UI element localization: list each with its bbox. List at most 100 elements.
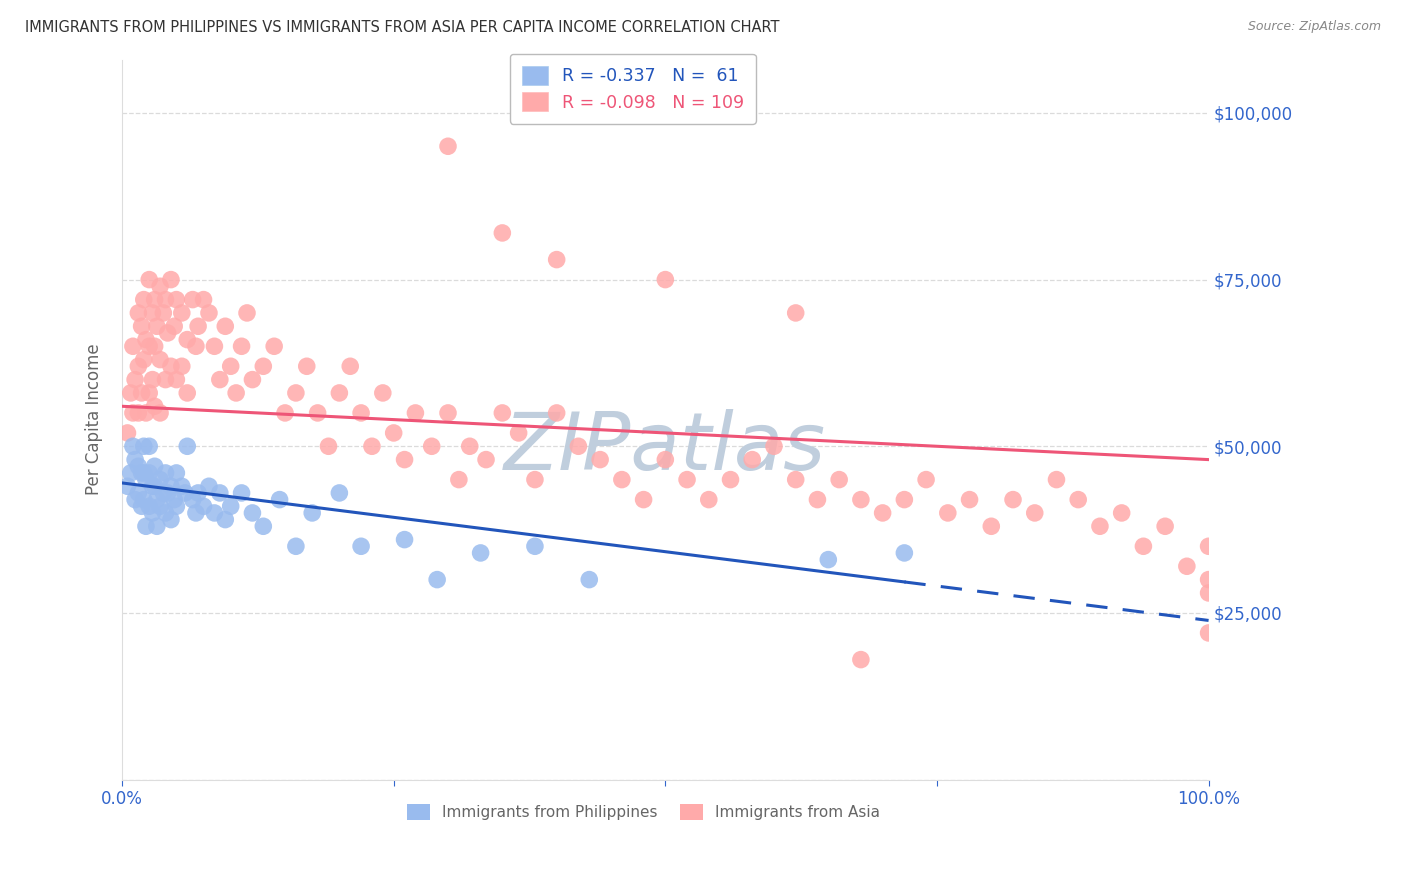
Point	[1067, 492, 1090, 507]
Point	[138, 439, 160, 453]
Point	[589, 452, 612, 467]
Text: ZIPatlas: ZIPatlas	[505, 409, 827, 487]
Point	[132, 439, 155, 453]
Point	[404, 406, 426, 420]
Point	[149, 352, 172, 367]
Point	[127, 459, 149, 474]
Point	[458, 439, 481, 453]
Point	[936, 506, 959, 520]
Point	[138, 500, 160, 514]
Point	[263, 339, 285, 353]
Point	[131, 386, 153, 401]
Point	[141, 506, 163, 520]
Point	[155, 373, 177, 387]
Point	[181, 293, 204, 307]
Point	[124, 452, 146, 467]
Point	[828, 473, 851, 487]
Point	[176, 333, 198, 347]
Point	[127, 486, 149, 500]
Point	[295, 359, 318, 374]
Point	[135, 473, 157, 487]
Point	[122, 339, 145, 353]
Point	[219, 500, 242, 514]
Point	[318, 439, 340, 453]
Point	[915, 473, 938, 487]
Point	[546, 406, 568, 420]
Point	[328, 486, 350, 500]
Point	[242, 373, 264, 387]
Point	[284, 386, 307, 401]
Point	[219, 359, 242, 374]
Point	[741, 452, 763, 467]
Point	[156, 486, 179, 500]
Point	[160, 479, 183, 493]
Point	[132, 466, 155, 480]
Point	[475, 452, 498, 467]
Point	[174, 486, 197, 500]
Point	[301, 506, 323, 520]
Point	[849, 492, 872, 507]
Point	[127, 306, 149, 320]
Point	[785, 306, 807, 320]
Point	[124, 373, 146, 387]
Point	[350, 539, 373, 553]
Point	[184, 506, 207, 520]
Point	[893, 546, 915, 560]
Point	[187, 319, 209, 334]
Y-axis label: Per Capita Income: Per Capita Income	[86, 343, 103, 495]
Point	[176, 439, 198, 453]
Point	[146, 319, 169, 334]
Point	[117, 479, 139, 493]
Point	[242, 506, 264, 520]
Point	[155, 506, 177, 520]
Point	[214, 513, 236, 527]
Point	[138, 272, 160, 286]
Legend: Immigrants from Philippines, Immigrants from Asia: Immigrants from Philippines, Immigrants …	[401, 797, 887, 826]
Point	[170, 479, 193, 493]
Point	[1001, 492, 1024, 507]
Text: IMMIGRANTS FROM PHILIPPINES VS IMMIGRANTS FROM ASIA PER CAPITA INCOME CORRELATIO: IMMIGRANTS FROM PHILIPPINES VS IMMIGRANT…	[25, 20, 780, 35]
Point	[676, 473, 699, 487]
Point	[132, 492, 155, 507]
Point	[806, 492, 828, 507]
Point	[1088, 519, 1111, 533]
Point	[252, 519, 274, 533]
Point	[170, 306, 193, 320]
Point	[131, 319, 153, 334]
Point	[1198, 626, 1220, 640]
Point	[141, 373, 163, 387]
Point	[567, 439, 589, 453]
Point	[328, 386, 350, 401]
Point	[135, 406, 157, 420]
Point	[160, 359, 183, 374]
Point	[426, 573, 449, 587]
Point	[284, 539, 307, 553]
Point	[274, 406, 297, 420]
Point	[131, 500, 153, 514]
Point	[117, 425, 139, 440]
Point	[872, 506, 894, 520]
Point	[132, 352, 155, 367]
Point	[163, 492, 186, 507]
Point	[127, 406, 149, 420]
Point	[124, 492, 146, 507]
Point	[143, 339, 166, 353]
Point	[120, 466, 142, 480]
Point	[155, 466, 177, 480]
Point	[491, 406, 513, 420]
Point	[225, 386, 247, 401]
Point	[508, 425, 530, 440]
Point	[131, 466, 153, 480]
Point	[893, 492, 915, 507]
Point	[165, 500, 187, 514]
Point	[135, 519, 157, 533]
Point	[202, 506, 225, 520]
Point	[193, 293, 215, 307]
Point	[141, 479, 163, 493]
Point	[252, 359, 274, 374]
Point	[1024, 506, 1046, 520]
Point	[633, 492, 655, 507]
Point	[231, 339, 253, 353]
Point	[135, 333, 157, 347]
Point	[785, 473, 807, 487]
